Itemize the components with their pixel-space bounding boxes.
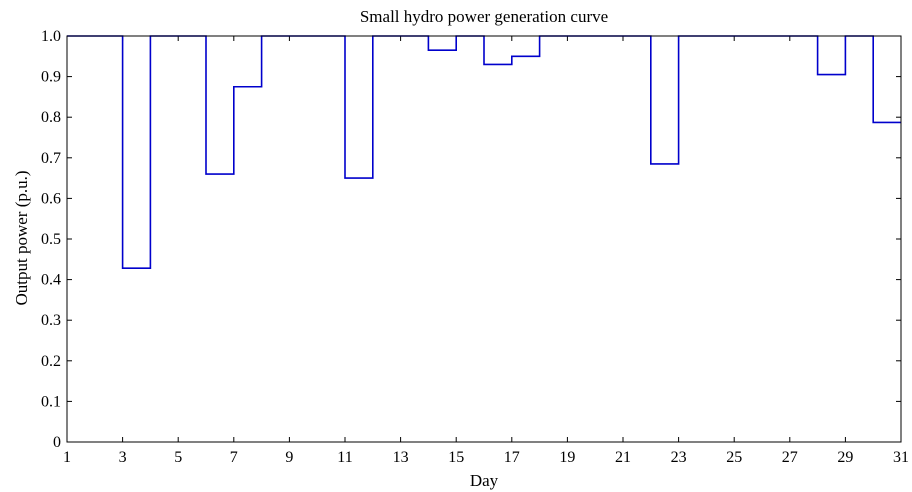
x-tick-label: 19	[559, 449, 575, 466]
x-tick-label: 23	[671, 449, 687, 466]
x-tick-label: 29	[837, 449, 853, 466]
y-tick-label: 1.0	[41, 28, 61, 45]
y-tick-label: 0.5	[41, 231, 61, 248]
axis-ticks	[66, 35, 902, 443]
y-axis-label: Output power (p.u.)	[12, 170, 31, 305]
x-tick-label: 11	[337, 449, 352, 466]
y-tick-label: 0.1	[41, 393, 61, 410]
chart-title: Small hydro power generation curve	[360, 7, 608, 26]
x-tick-label: 17	[504, 449, 520, 466]
y-tick-label: 0	[53, 434, 61, 451]
x-tick-label: 1	[63, 449, 71, 466]
y-tick-label: 0.7	[41, 150, 61, 167]
series-line	[67, 35, 901, 270]
y-tick-label: 0.9	[41, 69, 61, 86]
x-tick-label: 27	[782, 449, 798, 466]
x-tick-label: 13	[393, 449, 409, 466]
x-tick-label: 5	[174, 449, 182, 466]
tick-labels: 1 3 5 7 9 11 13 15 17 19 21 23 25 27 29 3100.10.20.30.4…	[41, 28, 909, 466]
x-tick-label: 31	[893, 449, 909, 466]
y-tick-label: 0.8	[41, 109, 61, 126]
x-tick-label: 25	[726, 449, 742, 466]
plot-area-frame	[66, 35, 902, 443]
x-tick-label: 3	[119, 449, 127, 466]
y-tick-label: 0.6	[41, 190, 61, 207]
y-tick-label: 0.4	[41, 272, 61, 289]
y-tick-label: 0.3	[41, 312, 61, 329]
x-tick-label: 9	[285, 449, 293, 466]
x-tick-label: 15	[448, 449, 464, 466]
x-tick-label: 7	[230, 449, 238, 466]
y-tick-label: 0.2	[41, 353, 61, 370]
x-tick-label: 21	[615, 449, 631, 466]
x-axis-label: Day	[470, 471, 499, 490]
